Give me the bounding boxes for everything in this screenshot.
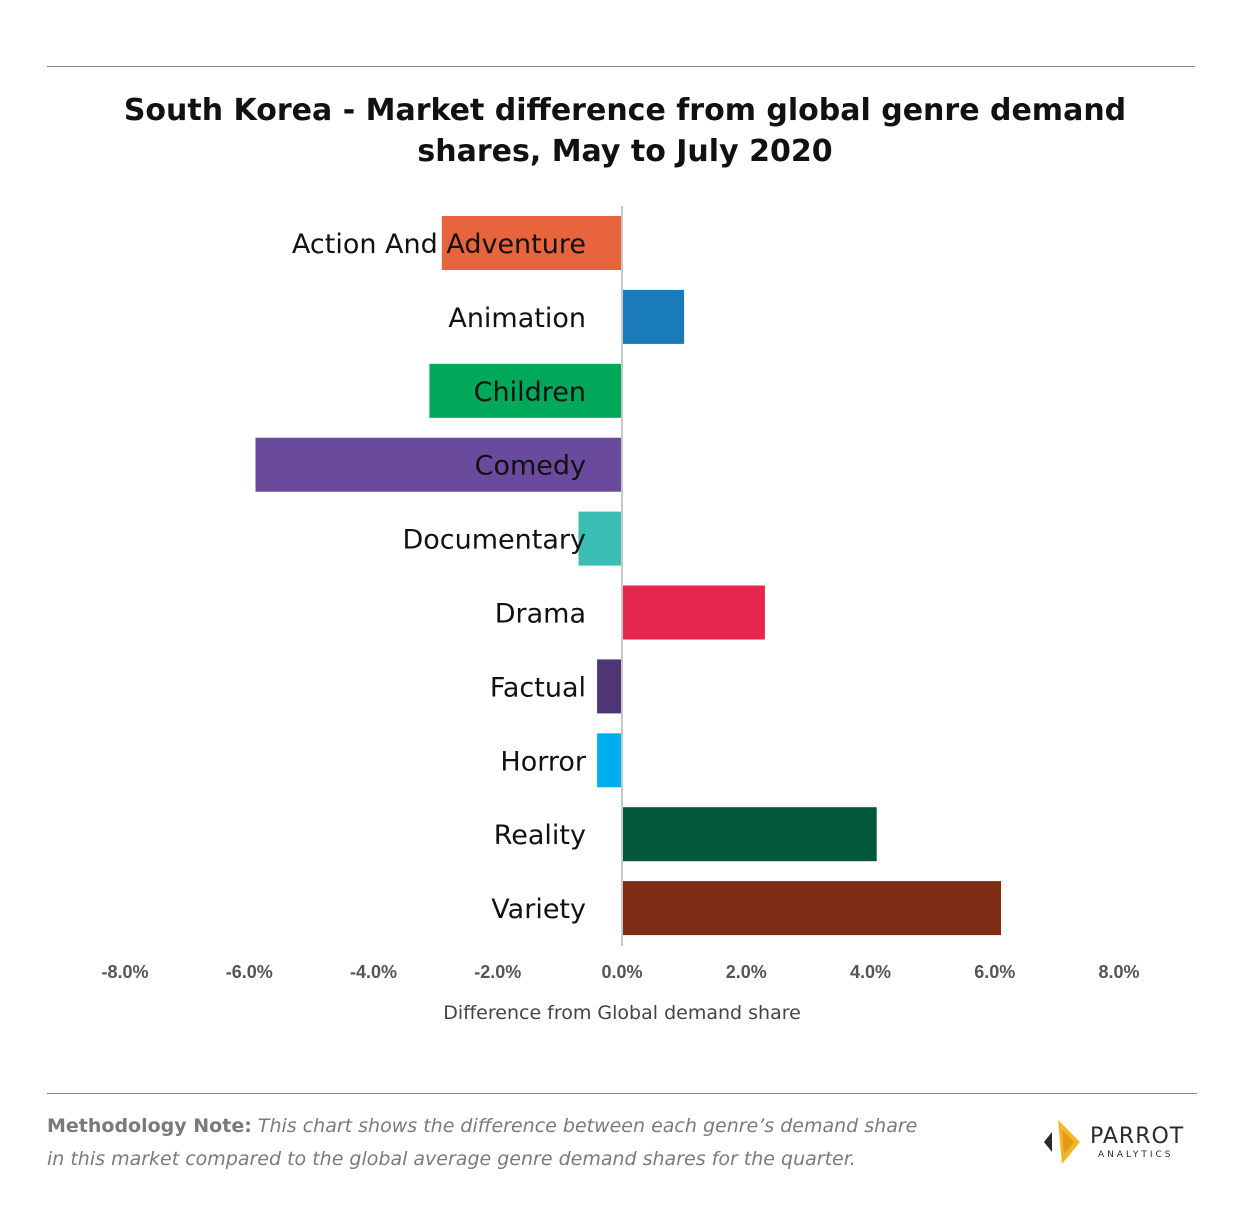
bar-chart: Action And Adventure Animation Children Com…: [101, 206, 1140, 1024]
x-tick-labels: -8.0% -6.0% -4.0% -2.0% 0.0% 2.0% 4.0% 6.0% 8.0%: [101, 962, 1139, 982]
category-label: Action And Adventure: [292, 229, 586, 260]
bar-comedy: [255, 437, 622, 492]
category-label: Horror: [500, 746, 586, 777]
bottom-divider: [47, 1093, 1197, 1094]
methodology-note-lead: Methodology Note:: [47, 1115, 252, 1137]
methodology-note: Methodology Note: This chart shows the d…: [47, 1110, 927, 1176]
parrot-bird-icon: [1044, 1120, 1080, 1164]
x-tick-label: 0.0%: [601, 962, 642, 982]
category-label: Reality: [494, 820, 586, 851]
x-tick-label: -2.0%: [474, 962, 521, 982]
category-label: Comedy: [475, 451, 586, 482]
parrot-analytics-logo: PARROT ANALYTICS: [1040, 1116, 1200, 1168]
bar-documentary: [578, 511, 622, 566]
chart-title: South Korea - Market difference from glo…: [123, 93, 1127, 169]
bar-drama: [622, 585, 765, 640]
x-tick-label: 4.0%: [850, 962, 891, 982]
methodology-note-body: This chart shows the difference between …: [47, 1115, 918, 1170]
bar-animation: [622, 289, 685, 344]
logo-wordmark: PARROT: [1090, 1124, 1185, 1149]
x-tick-label: -6.0%: [226, 962, 273, 982]
bar-action-and-adventure: [441, 216, 622, 270]
category-label: Factual: [490, 672, 586, 703]
x-tick-label: -8.0%: [101, 962, 148, 982]
category-label: Drama: [495, 599, 586, 630]
x-tick-label: 6.0%: [974, 962, 1015, 982]
bar-variety: [622, 881, 1001, 936]
category-label: Documentary: [402, 525, 586, 556]
category-label: Children: [474, 377, 586, 408]
x-axis-title: Difference from Global demand share: [443, 1002, 801, 1024]
logo-subtitle: ANALYTICS: [1098, 1150, 1174, 1160]
bar-factual: [597, 659, 622, 714]
x-tick-label: 8.0%: [1098, 962, 1139, 982]
category-label: Variety: [491, 894, 586, 925]
x-tick-label: -4.0%: [350, 962, 397, 982]
bar-reality: [622, 807, 877, 862]
category-label: Animation: [448, 303, 586, 334]
category-labels: Action And Adventure Animation Children Com…: [292, 229, 587, 925]
x-tick-label: 2.0%: [726, 962, 767, 982]
bar-children: [429, 363, 622, 418]
bars-group: [255, 216, 1001, 936]
top-divider: [47, 66, 1195, 67]
bar-horror: [597, 733, 622, 788]
